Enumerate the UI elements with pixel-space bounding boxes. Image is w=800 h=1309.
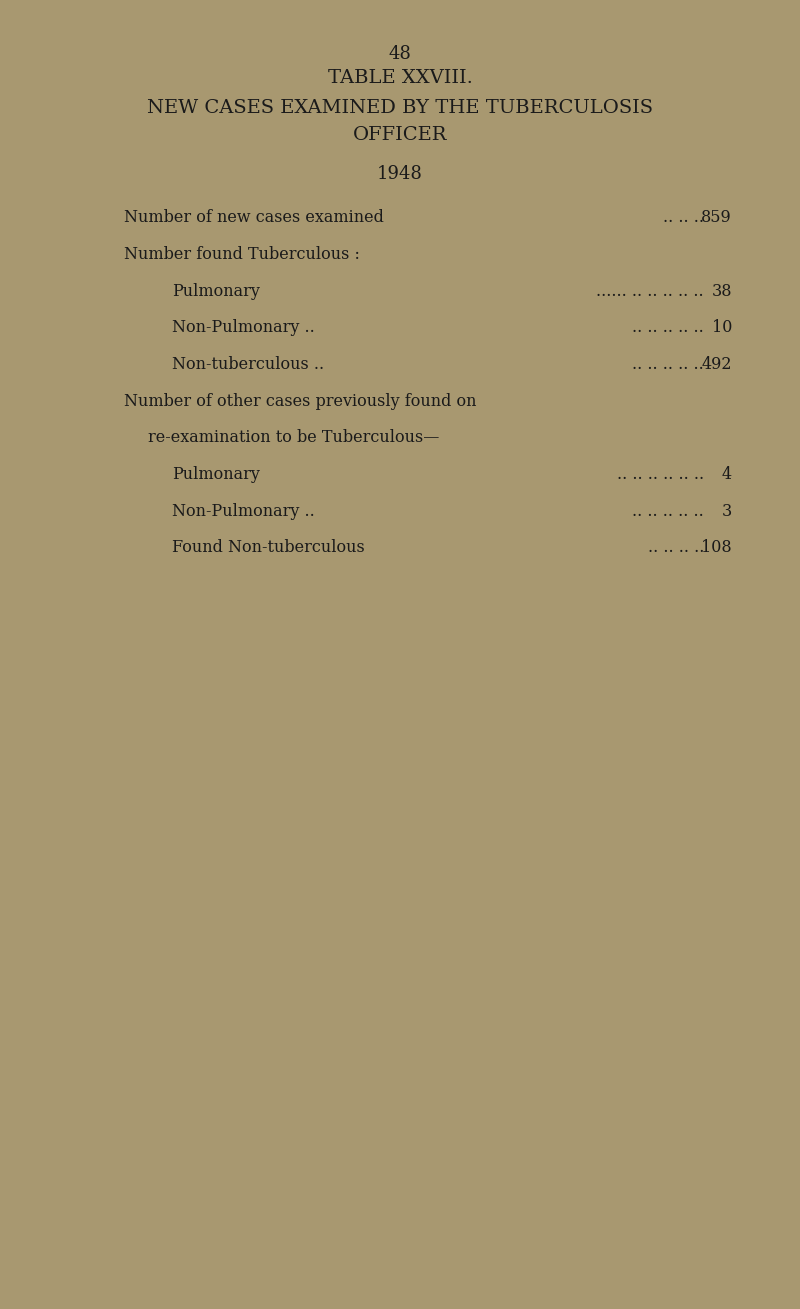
- Text: 108: 108: [702, 539, 732, 556]
- Text: OFFICER: OFFICER: [353, 126, 447, 144]
- Text: 492: 492: [702, 356, 732, 373]
- Text: 48: 48: [389, 45, 411, 63]
- Text: Number of new cases examined: Number of new cases examined: [124, 209, 384, 226]
- Text: Number found Tuberculous :: Number found Tuberculous :: [124, 246, 360, 263]
- Text: Found Non-tuberculous: Found Non-tuberculous: [172, 539, 365, 556]
- Text: Non-Pulmonary ..: Non-Pulmonary ..: [172, 319, 314, 336]
- Text: re-examination to be Tuberculous—: re-examination to be Tuberculous—: [148, 429, 439, 446]
- Text: 10: 10: [712, 319, 732, 336]
- Text: 859: 859: [702, 209, 732, 226]
- Text: ...... .. .. .. .. ..: ...... .. .. .. .. ..: [596, 283, 704, 300]
- Text: .. .. .. .. ..: .. .. .. .. ..: [632, 319, 704, 336]
- Text: Pulmonary: Pulmonary: [172, 466, 260, 483]
- Text: .. .. .. .. ..: .. .. .. .. ..: [632, 503, 704, 520]
- Text: 3: 3: [722, 503, 732, 520]
- Text: Non-Pulmonary ..: Non-Pulmonary ..: [172, 503, 314, 520]
- Text: .. .. ..: .. .. ..: [663, 209, 704, 226]
- Text: .. .. .. ..: .. .. .. ..: [648, 539, 704, 556]
- Text: TABLE XXVIII.: TABLE XXVIII.: [327, 69, 473, 88]
- Text: .. .. .. .. .. ..: .. .. .. .. .. ..: [617, 466, 704, 483]
- Text: NEW CASES EXAMINED BY THE TUBERCULOSIS: NEW CASES EXAMINED BY THE TUBERCULOSIS: [147, 99, 653, 118]
- Text: 1948: 1948: [377, 165, 423, 183]
- Text: Non-tuberculous ..: Non-tuberculous ..: [172, 356, 324, 373]
- Text: 38: 38: [711, 283, 732, 300]
- Text: .. .. .. .. ..: .. .. .. .. ..: [632, 356, 704, 373]
- Text: Number of other cases previously found on: Number of other cases previously found o…: [124, 393, 477, 410]
- Text: Pulmonary: Pulmonary: [172, 283, 260, 300]
- Text: 4: 4: [722, 466, 732, 483]
